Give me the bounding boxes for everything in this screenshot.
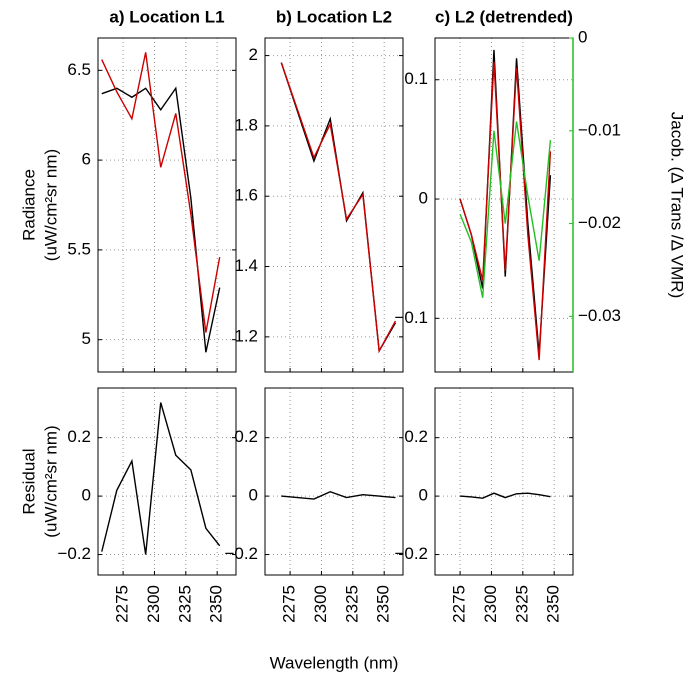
x-tick-label: 2325 xyxy=(512,585,531,623)
y-tick-label: 0 xyxy=(419,189,428,208)
data-line xyxy=(280,62,397,354)
x-tick-label: 2325 xyxy=(342,585,361,623)
x-tick-label: 2350 xyxy=(207,585,226,623)
y-tick-label: −0.2 xyxy=(224,544,258,563)
axes-box xyxy=(264,387,404,576)
x-tick-label: 2300 xyxy=(144,585,163,623)
plot-area xyxy=(265,388,403,575)
y-tick-label: −0.2 xyxy=(57,544,91,563)
axes-box xyxy=(97,37,237,373)
y-tick-label: 0.2 xyxy=(234,427,258,446)
y-tick-label: 6 xyxy=(82,150,91,169)
plot-area xyxy=(435,38,573,372)
x-tick-label: 2350 xyxy=(544,585,563,623)
data-line xyxy=(281,490,396,500)
axes-box xyxy=(264,37,404,373)
x-axis-label: Wavelength (nm) xyxy=(270,653,399,672)
y2-tick-label: 0 xyxy=(578,27,587,46)
y-axis-label: Radiance xyxy=(19,169,38,241)
y-tick-label: 6.5 xyxy=(67,60,91,79)
x-tick-label: 2275 xyxy=(113,585,132,623)
y-tick-label: 0 xyxy=(419,486,428,505)
data-line xyxy=(459,61,552,361)
plot-area xyxy=(435,388,573,575)
axes-box xyxy=(434,387,574,576)
y-tick-label: 0 xyxy=(249,486,258,505)
data-line xyxy=(101,52,221,333)
y2-tick-label: −0.03 xyxy=(578,306,621,325)
x-tick-label: 2275 xyxy=(450,585,469,623)
y-tick-label: 1.2 xyxy=(234,326,258,345)
plot-area xyxy=(98,388,236,575)
x-tick-label: 2350 xyxy=(374,585,393,623)
x-tick-label: 2300 xyxy=(311,585,330,623)
data-line xyxy=(459,121,552,298)
y-tick-label: 0.1 xyxy=(404,69,428,88)
panel-title: c) L2 (detrended) xyxy=(435,7,573,26)
panel-title: b) Location L2 xyxy=(276,7,392,26)
y-tick-label: 1.6 xyxy=(234,186,258,205)
y-tick-label: 0.2 xyxy=(404,427,428,446)
plot-area xyxy=(265,38,403,372)
panel-title: a) Location L1 xyxy=(109,7,224,26)
axes-box xyxy=(97,387,237,576)
x-tick-label: 2300 xyxy=(481,585,500,623)
y-tick-label: 1.4 xyxy=(234,256,258,275)
y2-axis-label: Jacob. (Δ Trans /Δ VMR) xyxy=(668,112,687,298)
y-tick-label: 5.5 xyxy=(67,239,91,258)
y-tick-label: 1.8 xyxy=(234,115,258,134)
y-tick-label: 2 xyxy=(249,45,258,64)
data-line xyxy=(101,86,221,353)
data-line xyxy=(101,402,221,555)
y-axis-label: (uW/cm²sr nm) xyxy=(41,425,60,537)
x-tick-label: 2275 xyxy=(280,585,299,623)
y2-tick-label: −0.02 xyxy=(578,213,621,232)
plot-area xyxy=(98,38,236,372)
y2-tick-label: −0.01 xyxy=(578,120,621,139)
y-tick-label: −0.2 xyxy=(394,544,428,563)
y-axis-label: (uW/cm²sr nm) xyxy=(41,149,60,261)
x-tick-label: 2325 xyxy=(175,585,194,623)
y-tick-label: 0.2 xyxy=(67,427,91,446)
y-axis-label: Residual xyxy=(19,448,38,514)
data-line xyxy=(460,492,551,499)
y-tick-label: 0 xyxy=(82,486,91,505)
y-tick-label: −0.1 xyxy=(394,308,428,327)
y-tick-label: 5 xyxy=(82,329,91,348)
